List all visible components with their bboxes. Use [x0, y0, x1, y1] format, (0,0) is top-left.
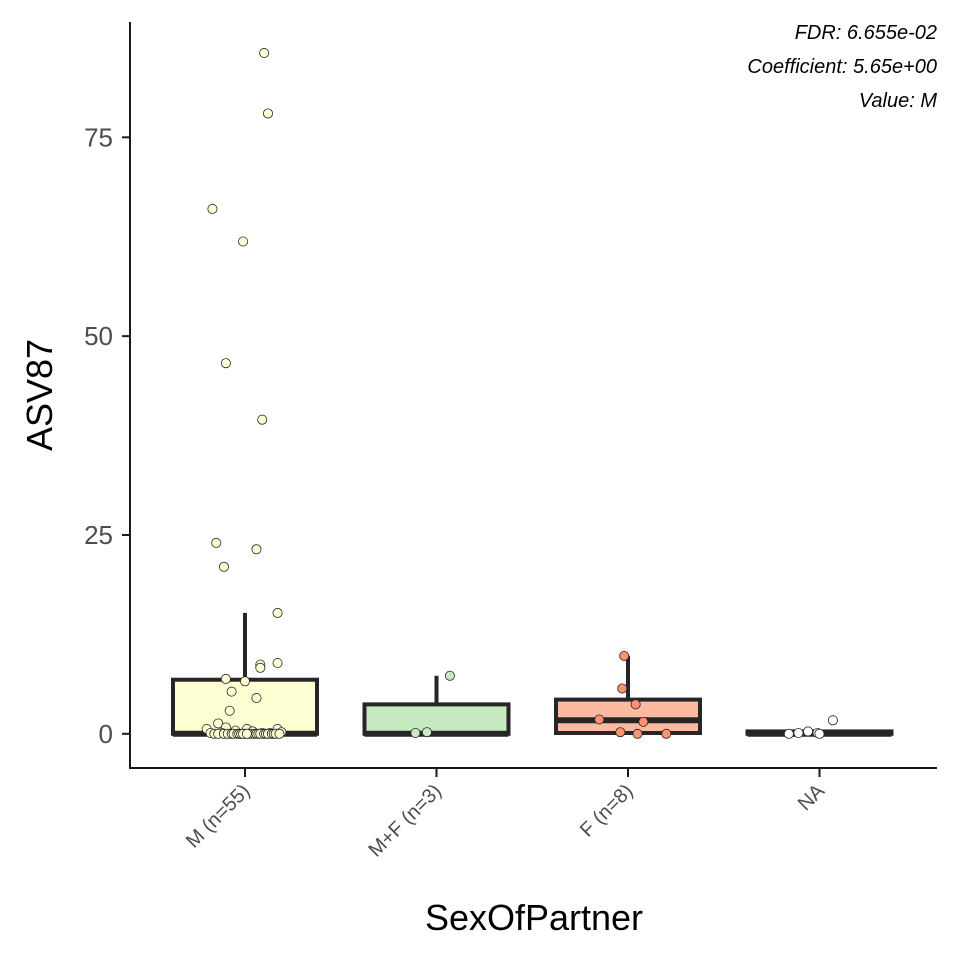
- x-tick-label: M (n=55): [182, 780, 255, 853]
- data-point: [224, 705, 235, 716]
- data-point: [421, 727, 432, 738]
- boxes-layer: [171, 612, 894, 737]
- data-point: [272, 658, 283, 669]
- data-point: [661, 728, 672, 739]
- data-point: [615, 727, 626, 738]
- data-point: [638, 716, 649, 727]
- data-point: [793, 728, 804, 739]
- data-point: [410, 728, 421, 739]
- data-point: [251, 693, 262, 704]
- y-axis-ticks: 0 25 50 75: [84, 122, 130, 749]
- data-point: [617, 683, 628, 694]
- fdr-annotation: FDR: 6.655e-02: [795, 22, 937, 44]
- data-point: [213, 718, 224, 729]
- y-tick-label: 75: [84, 122, 113, 152]
- box-1: [362, 702, 511, 736]
- coefficient-annotation: Coefficient: 5.65e+00: [747, 56, 937, 78]
- data-point: [251, 544, 262, 555]
- data-point: [220, 673, 231, 684]
- data-point: [241, 728, 252, 739]
- data-point: [827, 715, 838, 726]
- x-tick-label: M+F (n=3): [364, 780, 446, 862]
- x-tick-label: F (n=8): [576, 780, 638, 842]
- y-tick-label: 50: [84, 321, 113, 351]
- y-tick-label: 25: [84, 520, 113, 550]
- data-point: [594, 714, 605, 725]
- points-layer: [201, 48, 838, 739]
- stats-annotations: FDR: 6.655e-02 Coefficient: 5.65e+00 Val…: [747, 22, 937, 112]
- data-point: [619, 650, 630, 661]
- data-point: [207, 203, 218, 214]
- data-point: [803, 726, 814, 737]
- data-point: [211, 537, 222, 548]
- y-tick-label: 0: [99, 719, 113, 749]
- x-axis-title: SexOfPartner: [425, 897, 643, 938]
- value-annotation: Value: M: [859, 90, 938, 112]
- data-point: [218, 561, 229, 572]
- data-point: [257, 414, 268, 425]
- x-tick-label: NA: [794, 780, 830, 816]
- data-point: [255, 662, 266, 673]
- data-point: [632, 728, 643, 739]
- y-axis-title: ASV87: [19, 339, 60, 451]
- data-point: [239, 676, 250, 687]
- data-point: [262, 108, 273, 119]
- data-point: [220, 358, 231, 369]
- data-point: [259, 48, 270, 59]
- data-point: [630, 699, 641, 710]
- x-axis-ticks: M (n=55) M+F (n=3) F (n=8) NA: [182, 768, 830, 862]
- data-point: [272, 607, 283, 618]
- data-point: [444, 670, 455, 681]
- data-point: [783, 728, 794, 739]
- box-2: [554, 697, 702, 736]
- data-point: [274, 728, 285, 739]
- data-point: [814, 728, 825, 739]
- data-point: [226, 686, 237, 697]
- data-point: [238, 236, 249, 247]
